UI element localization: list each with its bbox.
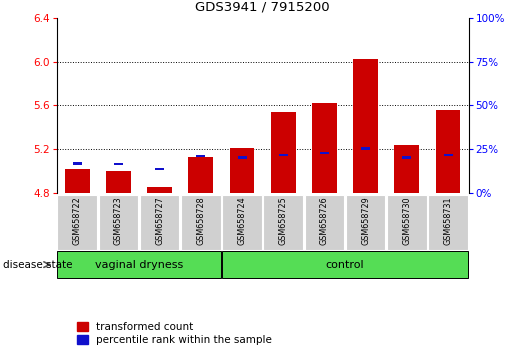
Bar	[237, 156, 247, 159]
Bar	[346, 195, 385, 250]
Bar	[312, 103, 337, 193]
Text: disease state: disease state	[3, 259, 72, 270]
Title: GDS3941 / 7915200: GDS3941 / 7915200	[195, 1, 330, 14]
Bar	[58, 195, 97, 250]
Text: control: control	[326, 259, 365, 270]
Bar	[106, 171, 131, 193]
Text: vaginal dryness: vaginal dryness	[95, 259, 183, 270]
Bar	[279, 154, 288, 156]
Bar	[99, 195, 138, 250]
Text: GSM658727: GSM658727	[155, 197, 164, 245]
Legend: transformed count, percentile rank within the sample: transformed count, percentile rank withi…	[77, 322, 272, 345]
Bar	[114, 163, 123, 165]
Bar	[65, 169, 90, 193]
Text: GSM658729: GSM658729	[361, 197, 370, 245]
Bar	[196, 155, 205, 158]
Text: GSM658723: GSM658723	[114, 197, 123, 245]
Text: GSM658722: GSM658722	[73, 197, 82, 245]
Bar	[188, 157, 213, 193]
Bar	[443, 154, 453, 156]
Bar	[222, 195, 262, 250]
Bar	[436, 110, 460, 193]
Bar	[394, 145, 419, 193]
Text: GSM658728: GSM658728	[196, 197, 205, 245]
Bar	[222, 251, 468, 278]
Bar	[428, 195, 468, 250]
Bar	[155, 168, 164, 170]
Bar	[387, 195, 426, 250]
Bar	[58, 251, 220, 278]
Text: GSM658724: GSM658724	[237, 197, 247, 245]
Text: GSM658725: GSM658725	[279, 197, 288, 245]
Bar	[320, 152, 329, 154]
Bar	[271, 113, 296, 193]
Bar	[230, 148, 254, 193]
Bar	[305, 195, 344, 250]
Bar	[147, 187, 172, 193]
Bar	[73, 162, 82, 165]
Bar	[140, 195, 179, 250]
Bar	[353, 59, 378, 193]
Text: GSM658731: GSM658731	[443, 197, 453, 245]
Bar	[361, 147, 370, 150]
Bar	[264, 195, 303, 250]
Text: GSM658730: GSM658730	[402, 197, 411, 245]
Text: GSM658726: GSM658726	[320, 197, 329, 245]
Bar	[181, 195, 220, 250]
Bar	[402, 156, 411, 159]
